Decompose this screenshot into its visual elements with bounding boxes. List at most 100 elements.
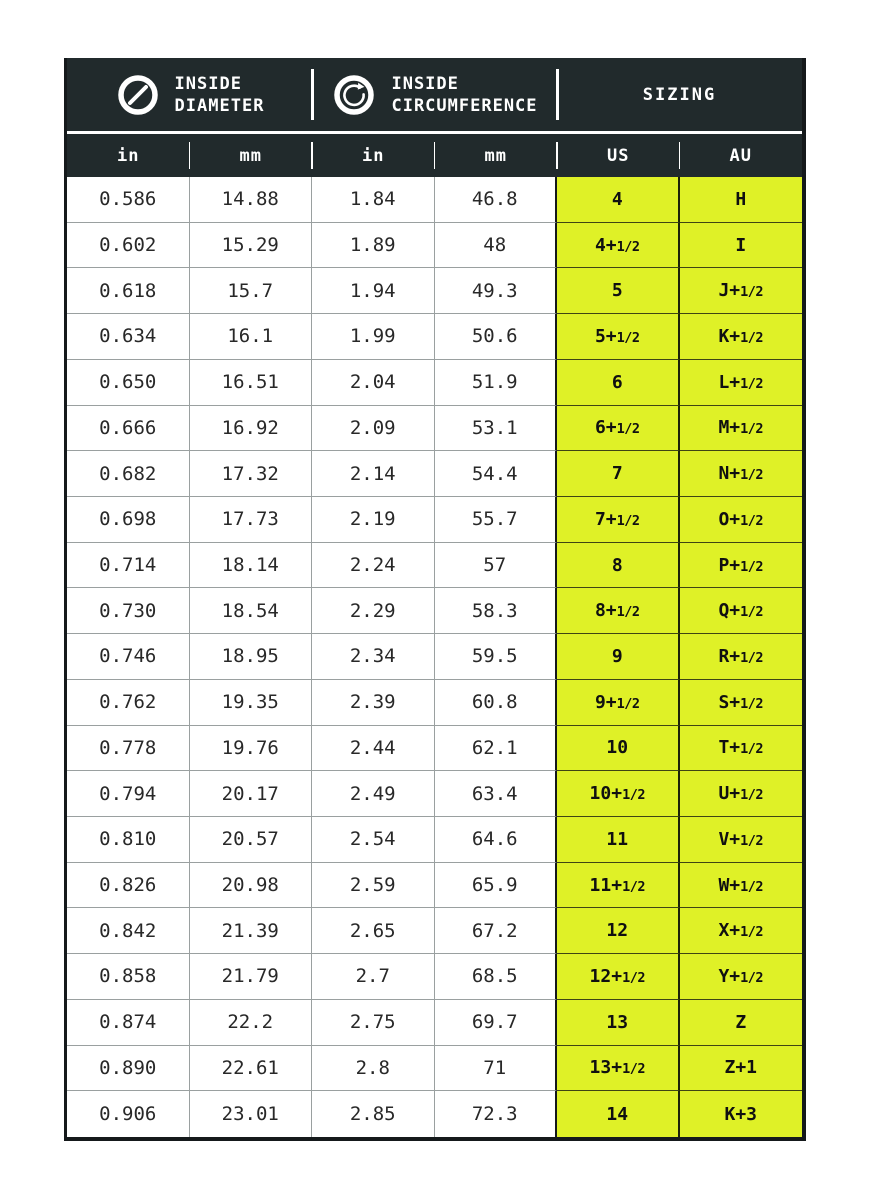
- cell-circumference-mm: 48: [434, 222, 557, 269]
- cell-us-size: 8+1/2: [557, 588, 680, 635]
- table-row: 0.666 16.92 2.09 53.1 6+1/2 M+1/2: [67, 405, 802, 452]
- cell-circumference-mm: 71: [434, 1045, 557, 1092]
- table-body: 0.586 14.88 1.84 46.8 4 H 0.602 15.29 1.…: [67, 177, 802, 1137]
- group-sizing: SIZING: [556, 58, 802, 131]
- cell-circumference-mm: 63.4: [434, 771, 557, 817]
- cell-diameter-in: 0.810: [67, 817, 190, 863]
- table-row: 0.682 17.32 2.14 54.4 7 N+1/2: [67, 451, 802, 497]
- cell-diameter-in: 0.714: [67, 542, 190, 589]
- table-row: 0.698 17.73 2.19 55.7 7+1/2 O+1/2: [67, 497, 802, 543]
- table-row: 0.810 20.57 2.54 64.6 11 V+1/2: [67, 817, 802, 863]
- table-row: 0.778 19.76 2.44 62.1 10 T+1/2: [67, 725, 802, 772]
- cell-circumference-mm: 68.5: [434, 954, 557, 1000]
- cell-us-size: 14: [557, 1091, 680, 1137]
- cell-diameter-in: 0.746: [67, 634, 190, 680]
- cell-us-size: 6+1/2: [557, 405, 680, 452]
- table-row: 0.906 23.01 2.85 72.3 14 K+3: [67, 1091, 802, 1137]
- cell-au-size: T+1/2: [679, 725, 802, 772]
- cell-diameter-mm: 21.79: [189, 954, 312, 1000]
- cell-us-size: 4: [557, 177, 680, 223]
- cell-diameter-in: 0.602: [67, 222, 190, 269]
- cell-circumference-in: 2.04: [312, 359, 435, 406]
- table-row: 0.634 16.1 1.99 50.6 5+1/2 K+1/2: [67, 314, 802, 360]
- cell-diameter-mm: 18.54: [189, 588, 312, 635]
- cell-circumference-in: 2.7: [312, 954, 435, 1000]
- cell-us-size: 11+1/2: [557, 862, 680, 909]
- cell-au-size: X+1/2: [679, 908, 802, 955]
- cell-circumference-in: 2.49: [312, 771, 435, 817]
- cell-au-size: Q+1/2: [679, 588, 802, 635]
- cell-us-size: 8: [557, 542, 680, 589]
- cell-circumference-in: 2.39: [312, 679, 435, 726]
- cell-us-size: 9: [557, 634, 680, 680]
- column-header-us-size: US: [556, 134, 680, 177]
- table-row: 0.714 18.14 2.24 57 8 P+1/2: [67, 542, 802, 589]
- table-row: 0.842 21.39 2.65 67.2 12 X+1/2: [67, 908, 802, 955]
- cell-au-size: K+1/2: [679, 314, 802, 360]
- cell-diameter-mm: 21.39: [189, 908, 312, 955]
- cell-au-size: K+3: [679, 1091, 802, 1137]
- cell-us-size: 5+1/2: [557, 314, 680, 360]
- table-row: 0.730 18.54 2.29 58.3 8+1/2 Q+1/2: [67, 588, 802, 635]
- cell-diameter-in: 0.698: [67, 497, 190, 543]
- cell-diameter-in: 0.826: [67, 862, 190, 909]
- table-row: 0.874 22.2 2.75 69.7 13 Z: [67, 999, 802, 1046]
- cell-circumference-in: 1.84: [312, 177, 435, 223]
- group-label-inside-circumference: INSIDE CIRCUMFERENCE: [391, 73, 538, 116]
- table-row: 0.746 18.95 2.34 59.5 9 R+1/2: [67, 634, 802, 680]
- cell-diameter-mm: 15.29: [189, 222, 312, 269]
- cell-diameter-mm: 22.2: [189, 999, 312, 1046]
- cell-circumference-in: 1.94: [312, 268, 435, 315]
- cell-au-size: U+1/2: [679, 771, 802, 817]
- cell-us-size: 5: [557, 268, 680, 315]
- circumference-icon: [331, 72, 377, 118]
- cell-diameter-mm: 16.51: [189, 359, 312, 406]
- cell-us-size: 11: [557, 817, 680, 863]
- group-inside-circumference: INSIDE CIRCUMFERENCE: [311, 58, 557, 131]
- cell-circumference-mm: 59.5: [434, 634, 557, 680]
- cell-circumference-in: 2.29: [312, 588, 435, 635]
- table-row: 0.762 19.35 2.39 60.8 9+1/2 S+1/2: [67, 679, 802, 726]
- cell-us-size: 7: [557, 451, 680, 497]
- table-row: 0.586 14.88 1.84 46.8 4 H: [67, 177, 802, 223]
- group-label-sizing: SIZING: [642, 84, 717, 105]
- column-header-au-size: AU: [678, 134, 803, 177]
- cell-au-size: Y+1/2: [679, 954, 802, 1000]
- cell-circumference-mm: 54.4: [434, 451, 557, 497]
- cell-us-size: 4+1/2: [557, 222, 680, 269]
- table-row: 0.826 20.98 2.59 65.9 11+1/2 W+1/2: [67, 862, 802, 909]
- cell-circumference-in: 2.65: [312, 908, 435, 955]
- cell-circumference-in: 2.59: [312, 862, 435, 909]
- cell-diameter-mm: 17.73: [189, 497, 312, 543]
- cell-circumference-mm: 69.7: [434, 999, 557, 1046]
- cell-us-size: 7+1/2: [557, 497, 680, 543]
- cell-diameter-in: 0.682: [67, 451, 190, 497]
- cell-diameter-in: 0.858: [67, 954, 190, 1000]
- cell-diameter-in: 0.730: [67, 588, 190, 635]
- cell-circumference-in: 2.19: [312, 497, 435, 543]
- cell-diameter-mm: 23.01: [189, 1091, 312, 1137]
- cell-au-size: W+1/2: [679, 862, 802, 909]
- cell-diameter-in: 0.650: [67, 359, 190, 406]
- cell-us-size: 12+1/2: [557, 954, 680, 1000]
- cell-au-size: S+1/2: [679, 679, 802, 726]
- cell-diameter-mm: 20.17: [189, 771, 312, 817]
- cell-diameter-mm: 19.76: [189, 725, 312, 772]
- cell-circumference-in: 1.89: [312, 222, 435, 269]
- table-row: 0.890 22.61 2.8 71 13+1/2 Z+1: [67, 1045, 802, 1092]
- cell-diameter-mm: 16.92: [189, 405, 312, 452]
- cell-circumference-mm: 60.8: [434, 679, 557, 726]
- cell-au-size: H: [679, 177, 802, 223]
- cell-diameter-in: 0.586: [67, 177, 190, 223]
- cell-circumference-in: 2.24: [312, 542, 435, 589]
- cell-circumference-mm: 58.3: [434, 588, 557, 635]
- cell-circumference-mm: 57: [434, 542, 557, 589]
- cell-diameter-mm: 17.32: [189, 451, 312, 497]
- header-divider-line: [67, 131, 802, 134]
- cell-circumference-mm: 50.6: [434, 314, 557, 360]
- cell-circumference-in: 2.14: [312, 451, 435, 497]
- ring-size-table: INSIDE DIAMETER INSIDE CIRCUMFERENCE: [64, 58, 806, 1141]
- table-row: 0.794 20.17 2.49 63.4 10+1/2 U+1/2: [67, 771, 802, 817]
- cell-us-size: 10: [557, 725, 680, 772]
- table-row: 0.618 15.7 1.94 49.3 5 J+1/2: [67, 268, 802, 315]
